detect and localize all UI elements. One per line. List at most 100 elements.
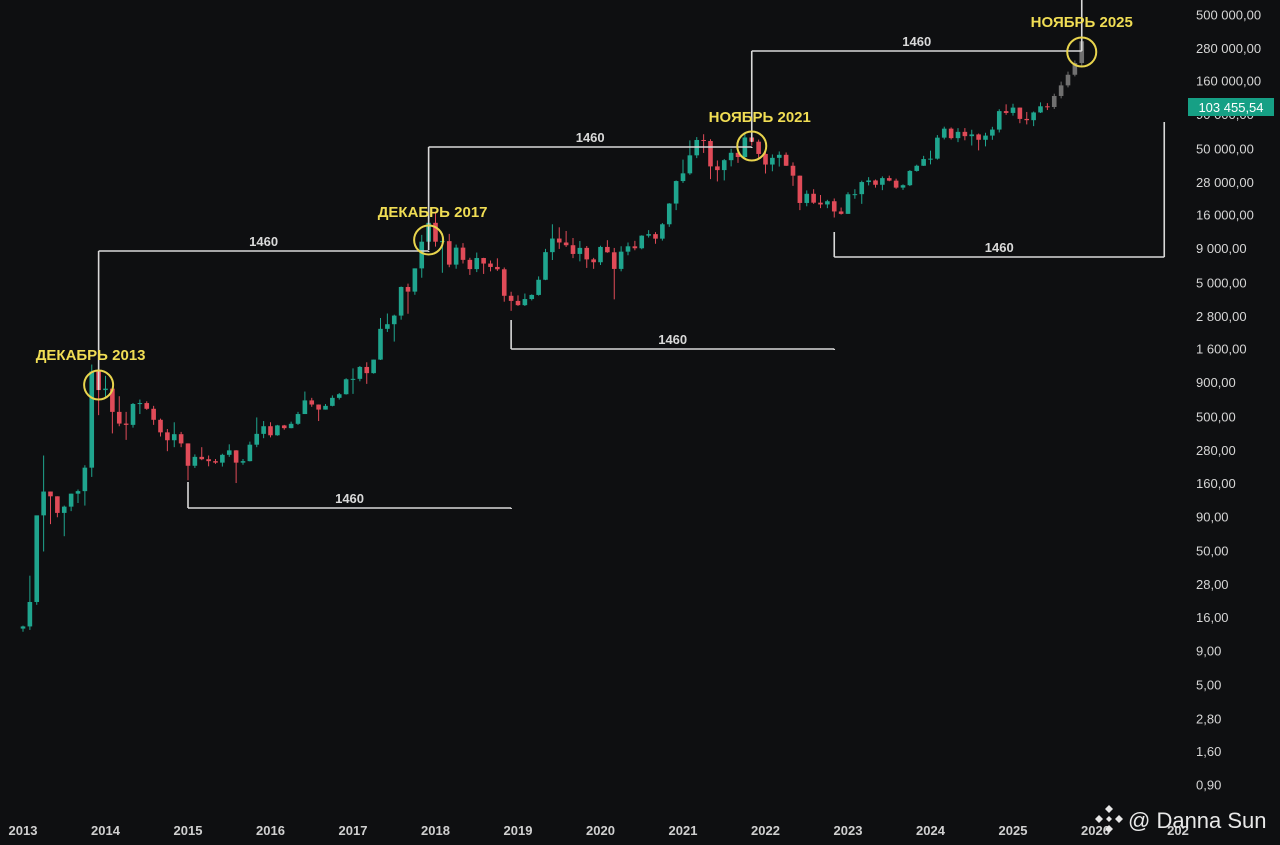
- candle: [941, 126, 947, 140]
- candle-body: [1017, 107, 1023, 119]
- candle: [302, 391, 308, 415]
- candle: [563, 230, 569, 247]
- candle-body: [721, 160, 727, 171]
- candle: [866, 177, 871, 186]
- peak-circle: [1066, 36, 1098, 68]
- candle: [316, 404, 321, 422]
- candle: [226, 444, 232, 457]
- x-tick-label: 2013: [9, 823, 38, 838]
- candle: [103, 375, 108, 398]
- x-tick-label: 2024: [916, 823, 946, 838]
- candle-body: [825, 201, 830, 205]
- candle: [701, 134, 706, 153]
- candle: [825, 199, 830, 209]
- peak-label: ДЕКАБРЬ 2013: [36, 347, 146, 364]
- candle-body: [116, 411, 122, 424]
- candle-body: [632, 246, 638, 249]
- candle-body: [336, 394, 342, 398]
- candle: [715, 160, 720, 182]
- candle-body: [866, 180, 871, 183]
- candle-body: [1051, 95, 1057, 107]
- candle-body: [302, 400, 308, 415]
- candle: [811, 189, 816, 204]
- candle-body: [309, 400, 315, 405]
- candle-body: [797, 175, 803, 203]
- x-tick-label: 2017: [339, 823, 368, 838]
- candle-body: [330, 397, 335, 406]
- y-tick-label: 160 000,00: [1196, 74, 1261, 89]
- candle-body: [687, 155, 693, 174]
- candle-body: [82, 467, 88, 492]
- candle-body: [666, 203, 672, 225]
- candle: [584, 246, 590, 268]
- candle: [412, 268, 418, 295]
- candle-body: [605, 246, 610, 253]
- candle: [61, 505, 67, 537]
- candle-body: [412, 268, 418, 292]
- candle-body: [536, 279, 541, 295]
- candle-body: [41, 491, 46, 516]
- candle: [687, 140, 693, 175]
- candle-body: [27, 601, 33, 627]
- y-tick-label: 9,00: [1196, 643, 1221, 658]
- candle-body: [653, 234, 658, 239]
- y-tick-label: 2 800,00: [1196, 309, 1247, 324]
- candle-body: [646, 234, 651, 236]
- candle: [178, 431, 184, 448]
- candle-body: [453, 247, 459, 265]
- candle-body: [708, 140, 713, 167]
- candle: [288, 421, 294, 429]
- candle-body: [515, 300, 521, 306]
- candle-body: [935, 137, 940, 159]
- candle: [990, 126, 995, 140]
- candle: [467, 257, 473, 275]
- x-tick-label: 2019: [504, 823, 533, 838]
- candle: [983, 132, 988, 147]
- candle-body: [1065, 74, 1071, 86]
- candle-body: [838, 211, 844, 214]
- candle: [391, 314, 397, 342]
- candle: [488, 260, 493, 272]
- cycle-line: 1460: [427, 130, 753, 250]
- candle-body: [295, 414, 301, 424]
- candle-body: [831, 201, 837, 212]
- candle-body: [357, 366, 363, 379]
- candle: [611, 247, 617, 300]
- candle-body: [611, 252, 617, 269]
- candle: [1038, 102, 1043, 113]
- candle: [756, 139, 761, 160]
- candle-body: [226, 450, 232, 455]
- candle: [653, 232, 658, 244]
- candle-body: [996, 111, 1002, 130]
- binance-logo-icon: [1095, 805, 1123, 833]
- candle: [144, 401, 150, 410]
- candle: [27, 575, 33, 630]
- candle: [110, 387, 115, 434]
- candle-body: [660, 224, 665, 239]
- candle-body: [639, 235, 645, 249]
- candle: [1010, 103, 1016, 116]
- x-tick-label: 2023: [834, 823, 863, 838]
- candle: [721, 159, 727, 181]
- candle-body: [481, 258, 486, 264]
- candle: [371, 359, 376, 374]
- candle: [818, 195, 823, 209]
- candle-body: [680, 173, 686, 182]
- candle-body: [673, 181, 679, 204]
- candle-body: [584, 247, 590, 260]
- candle-body: [976, 134, 981, 140]
- candle-body: [385, 324, 390, 329]
- candle-body: [220, 454, 225, 463]
- x-tick-label: 2018: [421, 823, 450, 838]
- candle: [728, 148, 734, 167]
- candle: [165, 428, 170, 452]
- candle-body: [859, 182, 865, 195]
- candle: [680, 159, 686, 183]
- candle: [89, 364, 95, 477]
- candle: [550, 224, 555, 261]
- candle-body: [907, 170, 913, 186]
- current-price-badge: [1188, 97, 1274, 116]
